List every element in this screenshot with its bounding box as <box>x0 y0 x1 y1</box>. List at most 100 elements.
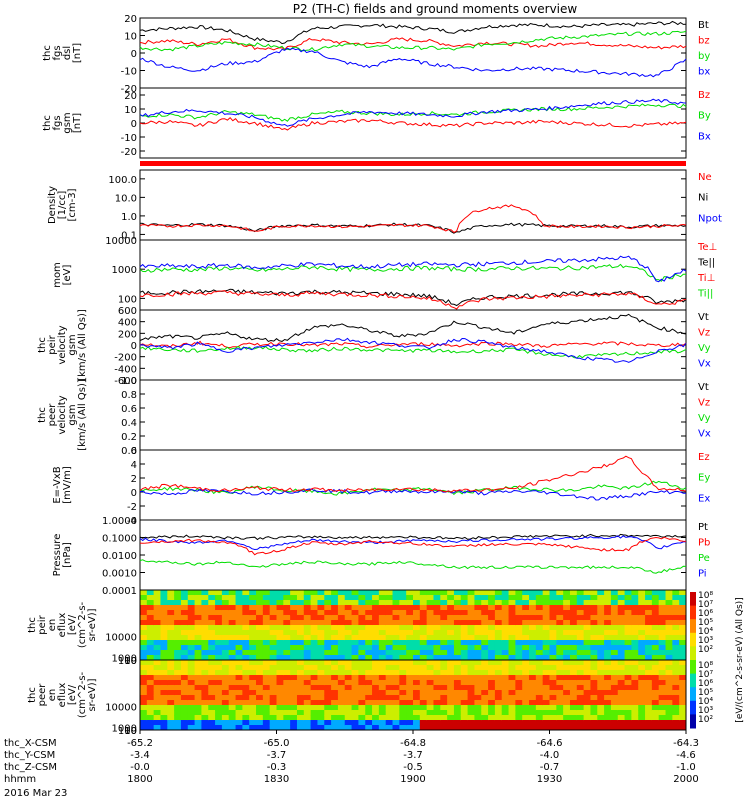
heatmap-cell <box>140 720 148 726</box>
y-tick-label: 10000 <box>105 703 137 714</box>
heatmap-cell <box>256 715 264 721</box>
heatmap-cell <box>378 615 387 621</box>
heatmap-cell <box>221 680 230 686</box>
heatmap-cell <box>208 595 216 601</box>
heatmap-cell <box>324 675 332 681</box>
heatmap-cell <box>351 600 359 606</box>
heatmap-cell <box>337 665 346 671</box>
heatmap-cell <box>140 700 148 706</box>
heatmap-cell <box>535 610 544 616</box>
heatmap-cell <box>187 685 196 691</box>
heatmap-cell <box>426 590 434 596</box>
heatmap-cell <box>515 605 523 611</box>
heatmap-cell <box>651 720 660 726</box>
heatmap-cell <box>167 655 175 661</box>
heatmap-cell <box>317 610 325 616</box>
heatmap-cell <box>392 675 400 681</box>
heatmap-cell <box>658 605 667 611</box>
heatmap-cell <box>440 710 448 716</box>
heatmap-cell <box>651 605 660 611</box>
heatmap-cell <box>406 595 414 601</box>
heatmap-cell <box>406 665 414 671</box>
heatmap-cell <box>194 635 202 641</box>
heatmap-cell <box>153 610 161 616</box>
heatmap-cell <box>604 675 612 681</box>
heatmap-cell <box>440 725 448 731</box>
series-line-Ne <box>139 204 687 234</box>
heatmap-cell <box>529 665 537 671</box>
heatmap-cell <box>549 715 557 721</box>
heatmap-cell <box>242 715 250 721</box>
heatmap-cell <box>344 675 353 681</box>
heatmap-cell <box>679 590 687 596</box>
heatmap-cell <box>631 600 639 606</box>
heatmap-cell <box>262 710 271 716</box>
heatmap-cell <box>290 675 298 681</box>
heatmap-cell <box>399 720 407 726</box>
ylabel-line: [km/s (All Qs)] <box>77 309 88 381</box>
heatmap-cell <box>508 635 516 641</box>
heatmap-cell <box>337 610 346 616</box>
heatmap-cell <box>344 680 353 686</box>
heatmap-cell <box>658 710 667 716</box>
heatmap-cell <box>419 665 428 671</box>
legend-entry: bx <box>698 67 710 78</box>
heatmap-cell <box>522 640 530 646</box>
heatmap-cell <box>242 680 250 686</box>
heatmap-cell <box>235 655 243 661</box>
heatmap-cell <box>235 700 243 706</box>
heatmap-cell <box>624 690 632 696</box>
heatmap-cell <box>665 660 673 666</box>
heatmap-cell <box>549 665 557 671</box>
heatmap-cell <box>535 725 544 731</box>
heatmap-cell <box>228 705 237 711</box>
heatmap-cell <box>392 660 400 666</box>
colorbar-tick: 10³ <box>698 636 713 646</box>
heatmap-cell <box>529 620 537 626</box>
heatmap-cell <box>269 605 277 611</box>
heatmap-cell <box>146 665 155 671</box>
heatmap-cell <box>569 670 578 676</box>
heatmap-cell <box>447 670 455 676</box>
heatmap-cell <box>440 720 448 726</box>
heatmap-cell <box>556 705 564 711</box>
heatmap-cell <box>201 650 209 656</box>
heatmap-cell <box>556 640 564 646</box>
heatmap-cell <box>583 670 591 676</box>
heatmap-cell <box>515 625 523 631</box>
heatmap-cell <box>624 705 632 711</box>
heatmap-cell <box>296 660 305 666</box>
heatmap-cell <box>174 655 182 661</box>
heatmap-cell <box>201 690 209 696</box>
heatmap-cell <box>542 725 550 731</box>
heatmap-cell <box>576 670 585 676</box>
heatmap-cell <box>672 635 680 641</box>
heatmap-cell <box>447 705 455 711</box>
heatmap-cell <box>576 625 585 631</box>
heatmap-cell <box>542 595 550 601</box>
heatmap-cell <box>406 605 414 611</box>
heatmap-cell <box>310 590 318 596</box>
heatmap-cell <box>221 590 230 596</box>
heatmap-cell <box>665 635 673 641</box>
heatmap-cell <box>624 650 632 656</box>
heatmap-cell <box>631 655 639 661</box>
heatmap-cell <box>617 710 626 716</box>
heatmap-cell <box>337 605 346 611</box>
heatmap-cell <box>242 700 250 706</box>
heatmap-cell <box>269 620 277 626</box>
heatmap-cell <box>160 655 168 661</box>
heatmap-cell <box>583 610 591 616</box>
heatmap-cell <box>249 620 257 626</box>
heatmap-cell <box>399 620 407 626</box>
heatmap-cell <box>501 690 510 696</box>
heatmap-cell <box>174 700 182 706</box>
heatmap-cell <box>365 720 373 726</box>
heatmap-cell <box>296 590 305 596</box>
heatmap-cell <box>419 675 428 681</box>
heatmap-cell <box>276 620 284 626</box>
heatmap-cell <box>303 635 312 641</box>
heatmap-cell <box>146 615 155 621</box>
heatmap-cell <box>385 700 394 706</box>
heatmap-cell <box>658 665 667 671</box>
